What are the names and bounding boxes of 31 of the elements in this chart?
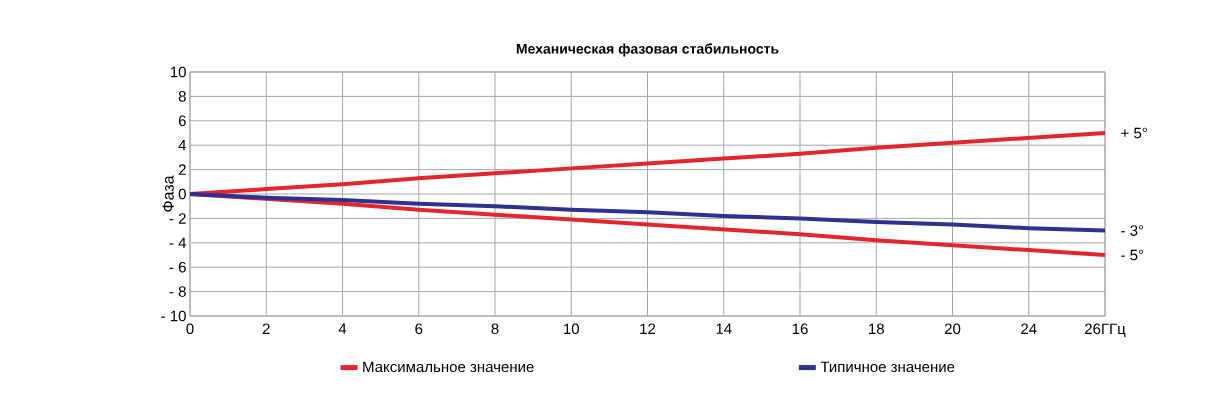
y-tick-label: 2	[178, 164, 186, 175]
legend-label: Типичное значение	[820, 361, 955, 373]
legend-label: Максимальное значение	[363, 361, 534, 373]
x-tick-label: 10	[564, 323, 579, 335]
x-tick-label: 2	[262, 323, 270, 334]
x-tick-label: 4	[338, 323, 347, 334]
y-tick-label: - 10	[161, 310, 186, 322]
annotation: - 3°	[1121, 225, 1144, 236]
y-tick-label: 6	[178, 115, 186, 127]
y-tick-label: - 4	[169, 237, 187, 248]
annotation: + 5°	[1121, 127, 1147, 139]
x-tick-label: 20	[944, 323, 961, 335]
x-tick-label: 16	[792, 323, 808, 335]
x-tick-label: 14	[716, 323, 732, 334]
y-tick-label: - 8	[169, 286, 186, 297]
x-tick-label: 18	[869, 323, 884, 335]
x-tick-label: 26ГГц	[1085, 323, 1126, 337]
x-tick-label: 24	[1021, 323, 1037, 334]
chart-title: Механическая фазовая стабильность	[516, 43, 779, 57]
x-tick-label: 8	[491, 323, 499, 335]
y-tick-label: 4	[178, 140, 187, 151]
y-tick-label: 10	[170, 66, 186, 78]
y-axis-title: Фаза	[162, 175, 174, 212]
y-tick-label: 8	[178, 91, 186, 102]
y-tick-label: - 6	[169, 261, 186, 273]
y-tick-label: 0	[178, 188, 186, 200]
y-tick-label: - 2	[169, 213, 186, 224]
annotation: - 5°	[1121, 249, 1144, 261]
x-tick-label: 6	[415, 323, 423, 335]
line-series	[188, 192, 1108, 233]
x-tick-label: 12	[640, 323, 656, 334]
